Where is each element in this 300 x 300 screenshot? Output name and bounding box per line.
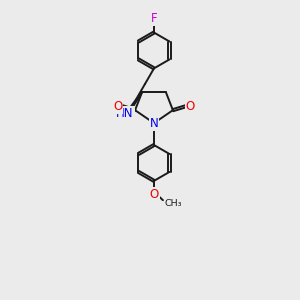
- Text: O: O: [186, 100, 195, 113]
- Text: CH₃: CH₃: [165, 199, 182, 208]
- Text: F: F: [151, 12, 157, 25]
- Text: O: O: [149, 188, 159, 201]
- Text: HN: HN: [116, 107, 134, 120]
- Text: N: N: [150, 117, 158, 130]
- Text: O: O: [113, 100, 122, 113]
